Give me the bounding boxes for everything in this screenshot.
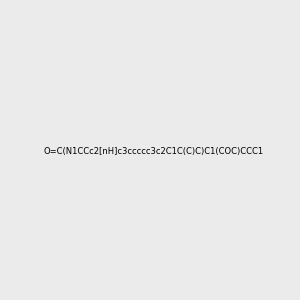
- Text: O=C(N1CCc2[nH]c3ccccc3c2C1C(C)C)C1(COC)CCC1: O=C(N1CCc2[nH]c3ccccc3c2C1C(C)C)C1(COC)C…: [44, 147, 264, 156]
